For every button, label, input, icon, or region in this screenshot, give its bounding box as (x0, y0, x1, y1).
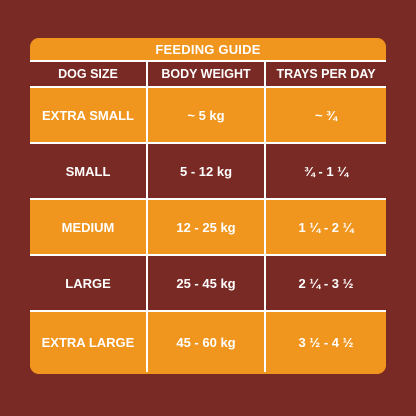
body-weight-cell: 25 - 45 kg (146, 256, 264, 310)
header-dog-size: DOG SIZE (58, 67, 118, 81)
dog-size-cell: MEDIUM (61, 219, 115, 235)
header-trays-per-day: TRAYS PER DAY (264, 62, 386, 86)
trays-per-day-cell: ~ ¾ (264, 88, 386, 142)
body-weight-cell: 45 - 60 kg (146, 312, 264, 372)
table-row: EXTRA LARGE 45 - 60 kg 3 ½ - 4 ½ (30, 312, 386, 372)
trays-per-day-cell: 1 ¼ - 2 ¼ (264, 200, 386, 254)
trays-per-day-cell: ¾ - 1 ¼ (264, 144, 386, 198)
table-row: SMALL 5 - 12 kg ¾ - 1 ¼ (30, 144, 386, 200)
body-weight-cell: 5 - 12 kg (146, 144, 264, 198)
trays-per-day-cell: 2 ¼ - 3 ½ (264, 256, 386, 310)
dog-size-cell: EXTRA LARGE (41, 334, 135, 350)
body-weight-cell: 12 - 25 kg (146, 200, 264, 254)
table-row: MEDIUM 12 - 25 kg 1 ¼ - 2 ¼ (30, 200, 386, 256)
feeding-guide-table: FEEDING GUIDE DOG SIZE BODY WEIGHT TRAYS… (30, 38, 386, 374)
trays-per-day-cell: 3 ½ - 4 ½ (264, 312, 386, 372)
table-title: FEEDING GUIDE (30, 38, 386, 62)
table-row: LARGE 25 - 45 kg 2 ¼ - 3 ½ (30, 256, 386, 312)
header-body-weight: BODY WEIGHT (146, 62, 264, 86)
dog-size-cell: EXTRA SMALL (42, 107, 134, 123)
body-weight-cell: ~ 5 kg (146, 88, 264, 142)
table-header-row: DOG SIZE BODY WEIGHT TRAYS PER DAY (30, 62, 386, 88)
dog-size-cell: LARGE (65, 275, 111, 291)
table-row: EXTRA SMALL ~ 5 kg ~ ¾ (30, 88, 386, 144)
dog-size-cell: SMALL (65, 163, 111, 179)
